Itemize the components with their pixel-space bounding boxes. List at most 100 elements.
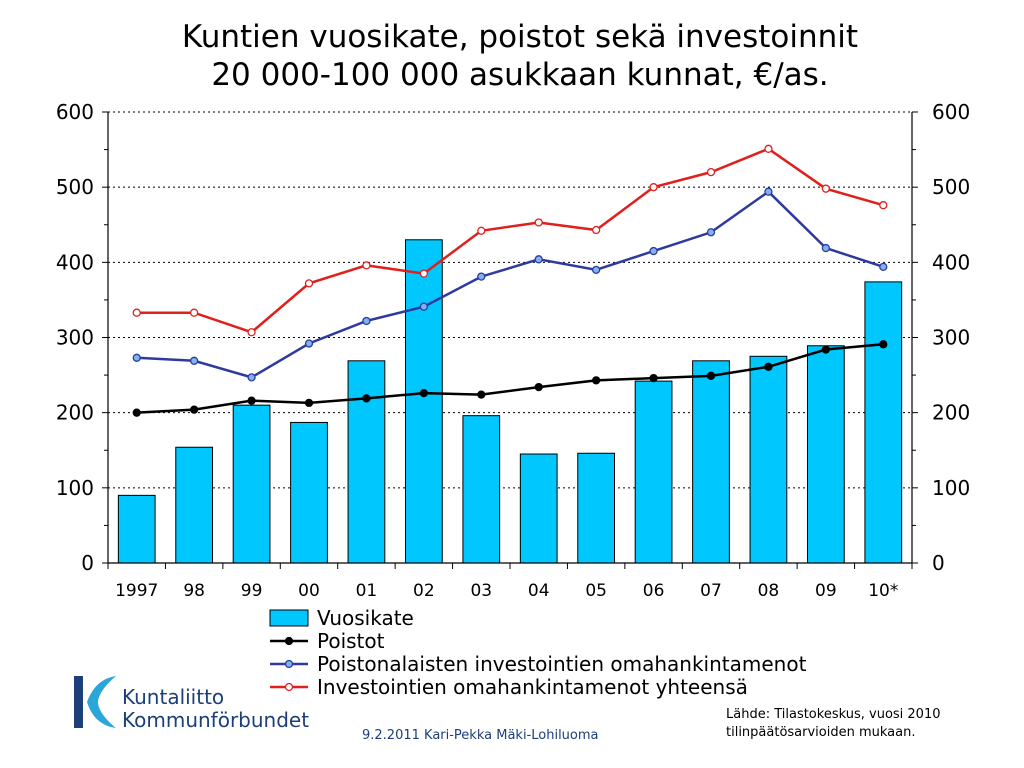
y-tick-label-right: 200 bbox=[932, 401, 970, 425]
logo-bar bbox=[74, 676, 83, 728]
point-yhteensa bbox=[764, 144, 773, 153]
footer-author: 9.2.2011 Kari-Pekka Mäki-Lohiluoma bbox=[362, 728, 599, 743]
bar-vuosikate bbox=[577, 452, 616, 564]
chart-title: Kuntien vuosikate, poistot sekä investoi… bbox=[181, 19, 859, 55]
legend-swatch-vuosikate bbox=[269, 609, 309, 627]
x-tick-label: 09 bbox=[815, 581, 837, 601]
point-poistot bbox=[304, 398, 314, 408]
point-yhteensa bbox=[879, 201, 888, 210]
point-yhteensa bbox=[304, 279, 314, 288]
line-poistonalaisten bbox=[136, 190, 884, 379]
bar-vuosikate bbox=[290, 421, 328, 564]
point-poistot bbox=[419, 388, 429, 398]
point-poistonalaisten bbox=[362, 316, 371, 326]
x-tick-label: 03 bbox=[470, 581, 492, 601]
y-tick-label-left: 600 bbox=[56, 100, 94, 124]
point-poistonalaisten bbox=[304, 339, 314, 348]
y-tick-label-left: 500 bbox=[56, 175, 94, 199]
line-yhteensa bbox=[136, 147, 884, 334]
point-poistonalaisten bbox=[821, 243, 831, 253]
y-tick-label-right: 600 bbox=[932, 100, 970, 124]
bar-vuosikate bbox=[347, 360, 386, 564]
x-tick-label: 98 bbox=[183, 581, 205, 601]
bar-vuosikate bbox=[232, 404, 271, 564]
point-poistot bbox=[821, 345, 831, 354]
y-tick-label-left: 100 bbox=[56, 476, 94, 500]
kuntaliitto-logo bbox=[74, 676, 116, 728]
x-tick-label: 00 bbox=[298, 581, 320, 601]
point-poistonalaisten bbox=[649, 246, 658, 256]
y-tick-label-right: 400 bbox=[932, 250, 970, 274]
x-tick-label: 99 bbox=[241, 581, 263, 601]
y-tick-label-left: 400 bbox=[56, 250, 94, 274]
point-poistot bbox=[362, 394, 371, 403]
point-poistot bbox=[764, 362, 773, 371]
point-yhteensa bbox=[419, 269, 429, 278]
source-note: Lähde: Tilastokeskus, vuosi 2010 tilinpä… bbox=[726, 706, 941, 742]
point-yhteensa bbox=[591, 225, 601, 235]
point-poistonalaisten bbox=[706, 228, 716, 237]
bar-vuosikate bbox=[175, 446, 214, 564]
bar-vuosikate bbox=[692, 360, 730, 564]
y-tick-label-left: 200 bbox=[56, 401, 94, 425]
legend-marker-yhteensa bbox=[284, 682, 294, 692]
point-poistot bbox=[879, 340, 888, 349]
point-yhteensa bbox=[477, 226, 486, 235]
y-tick-label-right: 100 bbox=[932, 476, 970, 500]
x-tick-label: 02 bbox=[413, 581, 435, 601]
x-tick-label: 06 bbox=[643, 581, 665, 601]
legend-label: Poistonalaisten investointien omahankint… bbox=[317, 652, 807, 676]
bar-vuosikate bbox=[864, 281, 903, 564]
bar-vuosikate bbox=[634, 380, 673, 564]
y-tick-label-right: 0 bbox=[932, 551, 945, 575]
point-poistot bbox=[706, 371, 716, 380]
y-tick-label-left: 0 bbox=[81, 551, 94, 575]
legend-label: Investointien omahankintamenot yhteensä bbox=[317, 675, 748, 699]
source-line1: Lähde: Tilastokeskus, vuosi 2010 bbox=[726, 707, 941, 722]
point-poistot bbox=[649, 373, 658, 383]
point-poistonalaisten bbox=[879, 262, 888, 271]
source-line2: tilinpäätösarvioiden mukaan. bbox=[726, 725, 916, 740]
bar-vuosikate bbox=[462, 415, 501, 564]
point-yhteensa bbox=[247, 328, 256, 337]
legend-marker-poistot bbox=[284, 636, 294, 646]
bar-vuosikate bbox=[404, 239, 443, 564]
x-tick-label: 07 bbox=[700, 581, 722, 601]
chart-subtitle: 20 000-100 000 asukkaan kunnat, €/as. bbox=[211, 57, 829, 93]
point-yhteensa bbox=[649, 183, 658, 192]
point-yhteensa bbox=[821, 184, 831, 193]
point-yhteensa bbox=[706, 167, 716, 177]
point-poistonalaisten bbox=[764, 187, 773, 196]
point-poistot bbox=[247, 396, 256, 405]
point-yhteensa bbox=[132, 308, 141, 317]
x-tick-label: 05 bbox=[585, 581, 607, 601]
bar-vuosikate bbox=[117, 494, 156, 564]
y-tick-label-right: 300 bbox=[932, 326, 970, 350]
legend-label: Poistot bbox=[317, 629, 385, 653]
y-tick-label-right: 500 bbox=[932, 175, 970, 199]
y-tick-label-left: 300 bbox=[56, 326, 94, 350]
point-poistonalaisten bbox=[247, 373, 256, 382]
point-poistot bbox=[132, 408, 141, 417]
line-poistot bbox=[136, 343, 884, 414]
x-tick-label: 1997 bbox=[115, 581, 158, 601]
x-tick-label: 10* bbox=[868, 581, 898, 601]
point-poistonalaisten bbox=[477, 272, 486, 281]
point-poistot bbox=[477, 390, 486, 399]
x-tick-label: 08 bbox=[758, 581, 780, 601]
legend-marker-poistonalaisten bbox=[284, 659, 294, 669]
bar-vuosikate bbox=[806, 345, 845, 564]
x-tick-label: 01 bbox=[356, 581, 378, 601]
point-poistonalaisten bbox=[189, 356, 199, 365]
point-yhteensa bbox=[534, 218, 543, 227]
legend-label: Vuosikate bbox=[317, 606, 414, 630]
point-poistot bbox=[534, 382, 543, 392]
point-poistot bbox=[189, 405, 199, 414]
logo-swoosh bbox=[87, 676, 116, 728]
logo-text-line2: Kommunförbundet bbox=[122, 708, 310, 732]
point-poistonalaisten bbox=[591, 265, 601, 275]
point-poistot bbox=[591, 376, 601, 385]
point-poistonalaisten bbox=[534, 255, 543, 264]
bar-vuosikate bbox=[749, 355, 788, 564]
